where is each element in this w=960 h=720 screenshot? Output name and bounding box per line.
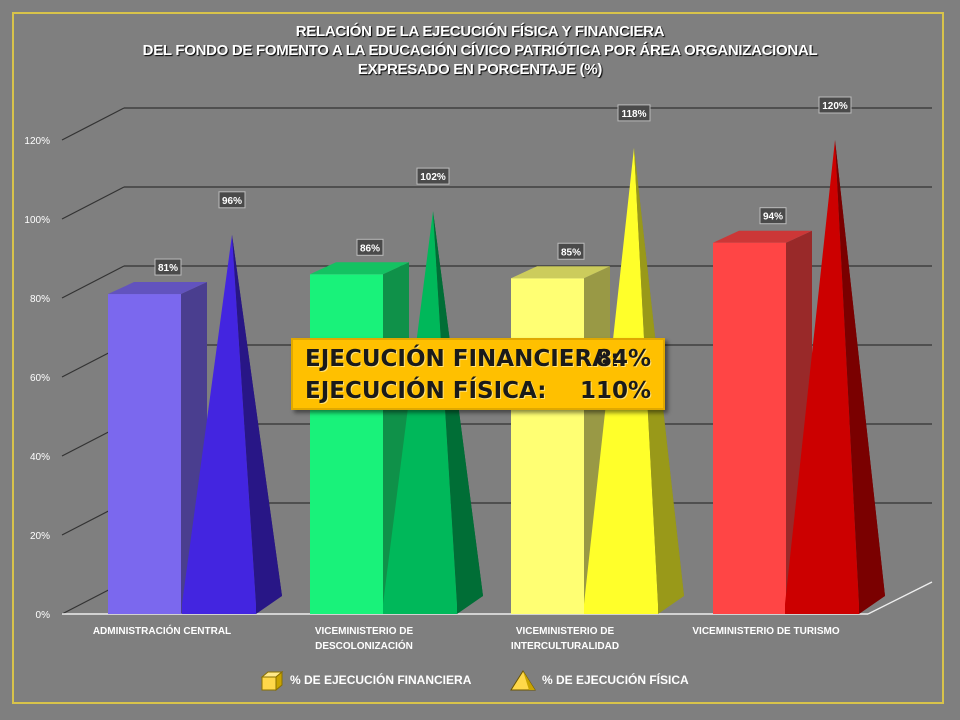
data-label-financiera-bg (759, 207, 787, 225)
chart-legend: % DE EJECUCIÓN FINANCIERA % DE EJECUCIÓN… (0, 668, 960, 692)
x-category-label: DESCOLONIZACIÓN (315, 639, 413, 652)
data-label-financiera-bg (154, 258, 182, 276)
chart-title-line-2: DEL FONDO DE FOMENTO A LA EDUCACIÓN CÍVI… (142, 42, 818, 59)
data-label-fisica-bg (218, 191, 246, 209)
data-label-financiera: 94% (763, 212, 783, 223)
data-label-fisica-bg (818, 96, 852, 114)
legend-label-fisica: % DE EJECUCIÓN FÍSICA (542, 673, 689, 687)
bar-financiera-top (713, 230, 812, 243)
legend-label-financiera: % DE EJECUCIÓN FINANCIERA (290, 673, 472, 687)
bar-financiera-top (511, 266, 610, 279)
floor-side-edge (867, 581, 933, 615)
slide-border (12, 12, 944, 704)
y-tick-label: 80% (30, 294, 50, 305)
data-label-fisica: 120% (822, 101, 848, 112)
x-category-label: ADMINISTRACIÓN CENTRAL (93, 624, 231, 637)
x-category-label: VICEMINISTERIO DE TURISMO (692, 626, 839, 637)
legend-pyramid-icon (510, 670, 536, 691)
bar-fisica-right (835, 140, 885, 614)
chart-title-line-1: RELACIÓN DE LA EJECUCIÓN FÍSICA Y FINANC… (295, 23, 665, 40)
x-category-label: VICEMINISTERIO DE (516, 626, 615, 637)
y-tick-label: 100% (24, 215, 50, 226)
bar-financiera (511, 278, 584, 614)
y-tick-label: 120% (24, 136, 50, 147)
grid-diagonal (61, 186, 125, 220)
bar-fisica (785, 140, 859, 614)
bar-financiera (108, 294, 181, 614)
data-label-financiera: 81% (158, 263, 178, 274)
data-label-financiera: 85% (561, 247, 581, 258)
data-label-fisica-bg (416, 167, 450, 185)
bar-financiera-top (108, 282, 207, 295)
y-tick-label: 40% (30, 452, 50, 463)
bar-fisica-right (232, 234, 282, 615)
chart-title-line-3: EXPRESADO EN PORCENTAJE (%) (357, 61, 603, 78)
data-label-fisica: 102% (420, 172, 446, 183)
data-label-financiera-bg (557, 242, 585, 260)
legend-item-financiera: % DE EJECUCIÓN FINANCIERA (260, 668, 471, 692)
legend-box-icon (260, 670, 284, 691)
chart-title: RELACIÓN DE LA EJECUCIÓN FÍSICA Y FINANC… (0, 22, 960, 79)
summary-callout: EJECUCIÓN FINANCIERA: 84% EJECUCIÓN FÍSI… (291, 338, 665, 410)
bar-fisica (182, 234, 256, 615)
callout-fisica-label: EJECUCIÓN FÍSICA: (305, 378, 547, 404)
x-category-label: INTERCULTURALIDAD (511, 641, 619, 652)
y-tick-label: 0% (36, 610, 51, 621)
grid-diagonal (61, 265, 125, 299)
bar-financiera-top (310, 262, 409, 275)
y-tick-label: 20% (30, 531, 50, 542)
bar-fisica (383, 211, 457, 614)
x-category-label: VICEMINISTERIO DE (315, 626, 414, 637)
callout-fisica-row: EJECUCIÓN FÍSICA: 110% (305, 378, 651, 406)
grid-diagonal (61, 107, 125, 141)
data-label-fisica: 118% (621, 109, 646, 120)
y-tick-label: 60% (30, 373, 50, 384)
bar-financiera (310, 274, 383, 614)
bar-fisica-right (433, 211, 483, 614)
data-label-financiera: 86% (360, 243, 380, 254)
callout-financiera-row: EJECUCIÓN FINANCIERA: 84% (305, 346, 651, 374)
data-label-financiera-bg (356, 238, 384, 256)
data-label-fisica: 96% (222, 196, 242, 207)
callout-financiera-value: 84% (595, 346, 651, 372)
data-label-fisica-bg (617, 104, 651, 122)
bar-financiera (713, 242, 786, 614)
callout-fisica-value: 110% (579, 378, 651, 404)
callout-financiera-label: EJECUCIÓN FINANCIERA: (305, 346, 620, 372)
legend-item-fisica: % DE EJECUCIÓN FÍSICA (510, 668, 689, 692)
